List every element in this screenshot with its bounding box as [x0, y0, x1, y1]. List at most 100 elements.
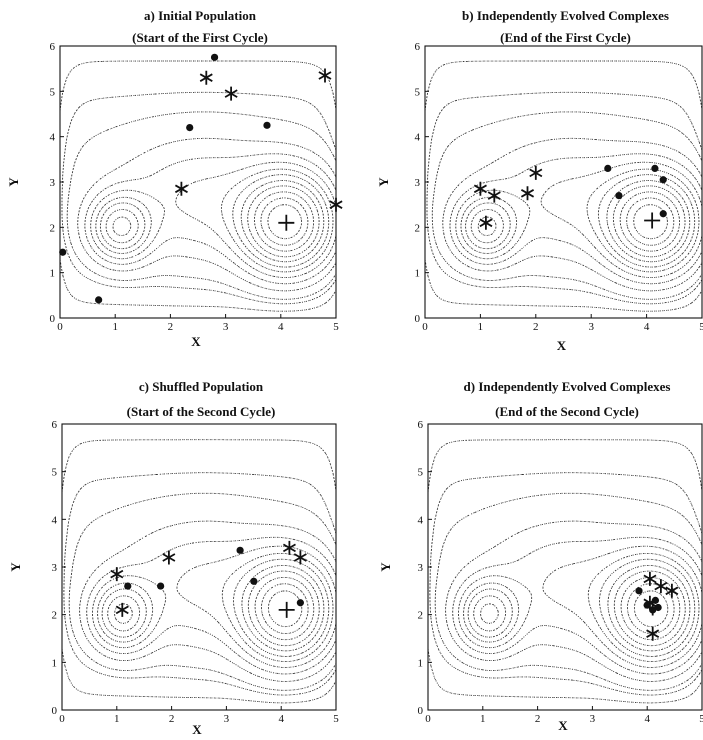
y-tick-label: 3: [418, 562, 424, 574]
x-tick-label: 1: [478, 321, 484, 333]
contour-level-11: [68, 492, 336, 691]
point-dot: [124, 582, 132, 590]
contour-level-8: [458, 545, 702, 668]
y-axis-label: Y: [6, 177, 21, 187]
x-tick-label: 4: [644, 321, 650, 333]
y-tick-label: 6: [50, 41, 56, 53]
y-tick-label: 3: [52, 562, 58, 574]
y-tick-label: 2: [415, 222, 421, 234]
point-dot: [250, 577, 258, 585]
x-tick-label: 5: [699, 321, 703, 333]
contour-level-6: [465, 174, 696, 268]
point-star: [529, 165, 543, 180]
contour-level-12: [429, 472, 702, 696]
contour-level-7: [460, 168, 700, 273]
point-star: [487, 188, 501, 203]
contour-level-5: [470, 180, 691, 263]
contour-level-9: [86, 536, 336, 675]
x-tick-label: 3: [223, 321, 229, 333]
y-tick-label: 4: [415, 132, 421, 144]
point-dot: [659, 176, 667, 184]
y-tick-label: 6: [418, 419, 424, 431]
chart-title: b) Independently Evolved Complexes: [462, 8, 669, 23]
x-tick-label: 5: [333, 713, 339, 725]
point-dot: [604, 164, 612, 172]
y-tick-label: 3: [50, 177, 56, 189]
point-star: [665, 583, 679, 598]
y-tick-label: 5: [418, 467, 424, 479]
y-tick-label: 4: [50, 132, 56, 144]
point-dot: [95, 296, 103, 304]
point-star: [110, 567, 124, 582]
x-tick-label: 5: [333, 321, 339, 333]
contour-level-7: [95, 168, 334, 273]
point-dot: [651, 164, 659, 172]
point-star: [293, 550, 307, 565]
contour-level-8: [455, 161, 702, 279]
contour-level-9: [449, 153, 702, 285]
contour-level-6: [101, 558, 330, 657]
y-tick-label: 0: [415, 313, 421, 325]
point-star: [654, 579, 668, 594]
x-tick-label: 1: [480, 713, 486, 725]
x-tick-label: 3: [590, 713, 596, 725]
point-dot: [635, 587, 643, 595]
x-axis-label: X: [557, 338, 567, 353]
y-tick-label: 1: [50, 268, 56, 280]
chart-title: a) Initial Population: [144, 8, 257, 23]
contour-level-3: [620, 576, 681, 641]
global-optimum-plus: [644, 212, 661, 229]
chart-title: c) Shuffled Population: [139, 379, 264, 394]
chart-panel-1: a) Initial Population (Start of the First…: [6, 8, 343, 349]
point-star: [479, 215, 493, 230]
contour-level-3: [619, 191, 680, 252]
point-dot: [157, 582, 165, 590]
point-dot: [296, 599, 304, 607]
contour-level-4: [114, 570, 320, 647]
contour-level-9: [452, 536, 702, 675]
x-tick-label: 5: [699, 713, 703, 725]
x-tick-label: 4: [278, 321, 284, 333]
contour-level-3: [254, 191, 315, 252]
x-tick-label: 3: [224, 713, 230, 725]
x-tick-label: 1: [112, 321, 118, 333]
y-tick-label: 6: [52, 419, 58, 431]
y-tick-label: 6: [415, 41, 421, 53]
x-tick-label: 0: [57, 321, 63, 333]
x-axis-label: X: [192, 722, 202, 737]
point-star: [115, 602, 129, 617]
contour-level-12: [61, 91, 336, 305]
point-dot: [615, 192, 623, 200]
x-tick-label: 4: [278, 713, 284, 725]
contour-level-2: [261, 583, 309, 635]
contour-lines: [428, 439, 702, 704]
contour-level-11: [66, 111, 336, 300]
point-star: [282, 540, 296, 555]
point-dot: [659, 210, 667, 218]
x-tick-label: 2: [168, 321, 174, 333]
contour-level-10: [442, 137, 702, 292]
contour-level-11: [434, 492, 702, 691]
x-tick-label: 2: [533, 321, 539, 333]
x-tick-label: 4: [644, 713, 650, 725]
point-star: [199, 70, 213, 85]
y-tick-label: 4: [418, 514, 424, 526]
contour-level-1: [633, 590, 669, 628]
x-tick-label: 1: [114, 713, 120, 725]
point-star: [643, 571, 657, 586]
x-tick-label: 2: [535, 713, 541, 725]
contour-level-7: [463, 552, 700, 662]
point-star: [520, 186, 535, 201]
chart-panel-3: c) Shuffled Population (Start of the Seco…: [8, 379, 339, 737]
contour-level-1: [267, 204, 303, 240]
contour-level-12: [426, 91, 702, 305]
contour-level-5: [473, 564, 691, 652]
x-tick-label: 0: [425, 713, 431, 725]
contour-level-8: [90, 161, 336, 279]
x-tick-label: 0: [59, 713, 65, 725]
chart-subtitle: (End of the First Cycle): [500, 30, 631, 45]
x-axis-label: X: [191, 334, 201, 349]
chart-panel-2: b) Independently Evolved Complexes (End o…: [376, 8, 703, 353]
contour-level-3: [254, 576, 315, 641]
